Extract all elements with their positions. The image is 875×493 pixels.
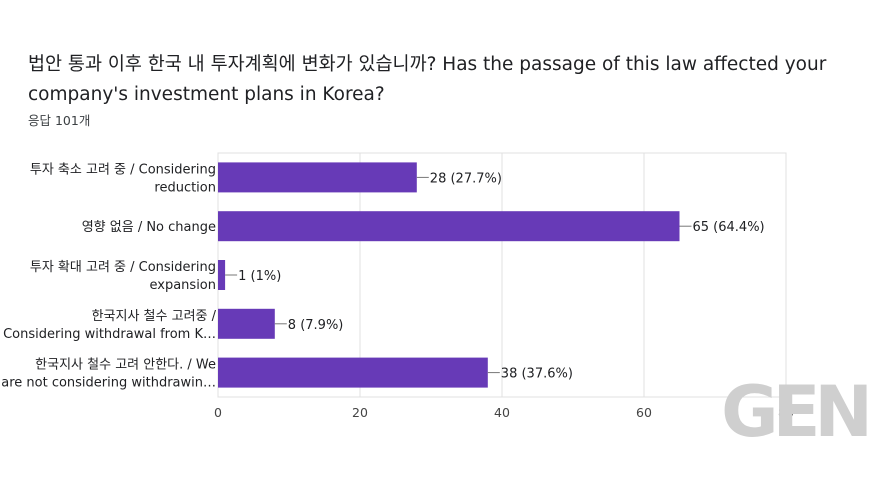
x-tick-label: 60 <box>636 405 652 420</box>
data-label: 38 (37.6%) <box>501 367 573 382</box>
category-label: 한국지사 철수 고려중 / Considering withdrawal from… <box>3 309 217 342</box>
bar <box>218 260 226 290</box>
bar <box>218 357 488 388</box>
x-tick-label: 20 <box>352 405 368 420</box>
chart-title: 법안 통과 이후 한국 내 투자계획에 변화가 있습니까? Has the pa… <box>28 54 827 105</box>
bar <box>218 162 417 193</box>
labels: 0 20 40 60 80 28 (27.7%) 투자 축소 고려 중 / Consider… <box>1 162 794 420</box>
data-label: 65 (64.4%) <box>693 220 765 235</box>
watermark-logo: GEN <box>721 371 873 453</box>
response-count: 응답 101개 <box>28 113 91 128</box>
bar <box>218 308 275 339</box>
data-label: 8 (7.9%) <box>288 318 344 333</box>
category-label: 한국지사 철수 고려 안한다. / We are not considering … <box>1 358 216 391</box>
bar <box>218 211 680 242</box>
category-label: 투자 확대 고려 중 / Considering expansion <box>30 260 216 293</box>
category-label: 영향 없음 / No change <box>82 220 216 235</box>
x-tick-label: 40 <box>494 405 510 420</box>
bars <box>218 162 680 388</box>
x-tick-label: 0 <box>214 405 222 420</box>
data-label: 28 (27.7%) <box>430 171 502 186</box>
category-label: 투자 축소 고려 중 / Considering reduction <box>30 162 216 195</box>
data-label: 1 (1%) <box>238 269 281 284</box>
x-tick-label: 80 <box>778 405 794 420</box>
